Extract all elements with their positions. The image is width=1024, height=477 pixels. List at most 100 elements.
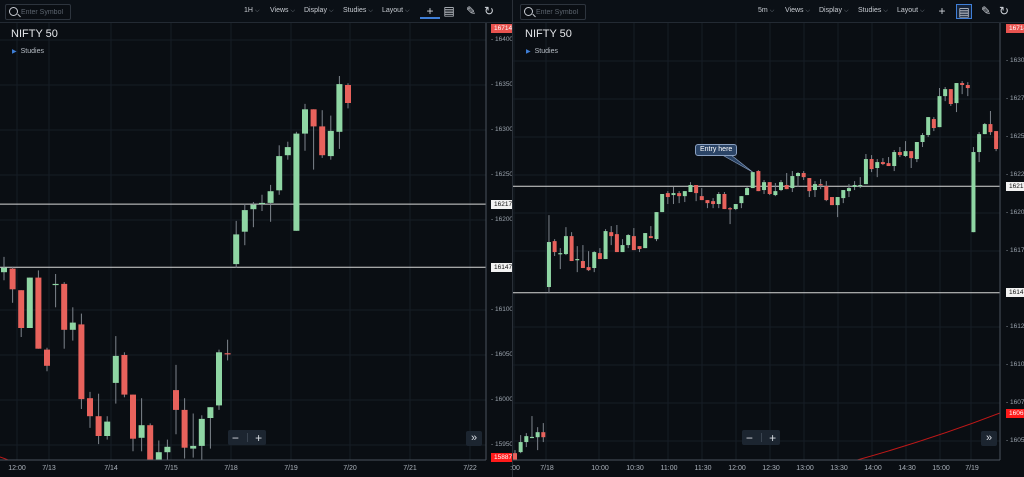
candle-up[interactable]	[327, 115, 334, 160]
candle-up[interactable]	[529, 416, 534, 439]
candle-up[interactable]	[592, 251, 597, 273]
candle-down[interactable]	[18, 290, 25, 337]
left-plot-area[interactable]	[0, 23, 486, 472]
candle-up[interactable]	[716, 192, 721, 209]
candle-down[interactable]	[886, 157, 891, 167]
candle-up[interactable]	[739, 196, 744, 209]
candle-down[interactable]	[637, 246, 642, 253]
candle-down[interactable]	[665, 191, 670, 205]
candle-up[interactable]	[52, 274, 59, 308]
scroll-to-latest-button[interactable]: »	[466, 431, 482, 446]
candle-up[interactable]	[762, 180, 767, 194]
candle-up[interactable]	[546, 215, 551, 294]
candle-up[interactable]	[892, 150, 897, 172]
candle-up[interactable]	[138, 398, 145, 452]
candle-down[interactable]	[310, 109, 317, 170]
candle-up[interactable]	[155, 440, 162, 465]
candle-up[interactable]	[954, 83, 959, 113]
right-symbol-search[interactable]	[520, 4, 586, 20]
candle-up[interactable]	[302, 103, 308, 151]
right-views-menu[interactable]: Views ⌵	[785, 7, 810, 15]
candle-up[interactable]	[863, 154, 868, 185]
candle-up[interactable]	[164, 439, 171, 461]
crosshair-icon[interactable]: +	[938, 4, 946, 18]
candle-up[interactable]	[660, 194, 665, 213]
reset-icon[interactable]: ↻	[998, 4, 1010, 18]
candle-up[interactable]	[643, 233, 648, 249]
candle-down[interactable]	[722, 192, 727, 210]
compare-icon[interactable]: ▤	[956, 4, 972, 19]
candle-up[interactable]	[875, 159, 880, 178]
candle-up[interactable]	[216, 349, 222, 410]
candle-up[interactable]	[518, 435, 523, 454]
right-display-menu[interactable]: Display ⌵	[819, 7, 849, 15]
candle-up[interactable]	[575, 246, 580, 273]
candle-down[interactable]	[95, 393, 102, 445]
candle-up[interactable]	[654, 212, 659, 242]
candle-up[interactable]	[733, 204, 738, 211]
left-studies-menu[interactable]: Studies ⌵	[343, 7, 373, 15]
candle-up[interactable]	[267, 184, 274, 222]
candle-down[interactable]	[147, 423, 154, 472]
candle-up[interactable]	[276, 145, 283, 195]
candle-up[interactable]	[977, 132, 982, 163]
candle-up[interactable]	[558, 248, 563, 270]
left-layout-menu[interactable]: Layout ⌵	[382, 7, 410, 15]
candle-up[interactable]	[620, 239, 625, 253]
candle-down[interactable]	[121, 352, 128, 398]
candle-down[interactable]	[988, 111, 993, 136]
zoom-out-button[interactable]: −	[745, 430, 753, 445]
candle-down[interactable]	[994, 131, 999, 152]
candle-down[interactable]	[677, 191, 682, 204]
candle-up[interactable]	[903, 141, 908, 158]
candle-down[interactable]	[130, 394, 136, 452]
candle-down[interactable]	[801, 171, 806, 181]
candle-down[interactable]	[829, 197, 834, 206]
candle-up[interactable]	[745, 187, 750, 196]
candle-up[interactable]	[812, 181, 817, 198]
pencil-icon[interactable]: ✎	[980, 4, 992, 18]
candle-down[interactable]	[597, 248, 602, 260]
candle-up[interactable]	[524, 433, 529, 448]
left-price-axis[interactable]: - 16400.00 - 16350.00 - 16300.00 - 16250.00…	[486, 23, 512, 477]
candle-down[interactable]	[699, 188, 704, 201]
candle-down[interactable]	[580, 245, 585, 269]
candle-up[interactable]	[259, 194, 265, 211]
candle-down[interactable]	[756, 170, 761, 192]
right-symbol-search-input[interactable]	[536, 6, 584, 18]
candle-up[interactable]	[69, 307, 76, 341]
left-display-menu[interactable]: Display ⌵	[304, 7, 334, 15]
left-interval-dropdown[interactable]: 1H ⌵	[244, 7, 260, 15]
candle-down[interactable]	[694, 185, 699, 202]
reset-icon[interactable]: ↻	[483, 4, 495, 18]
candle-down[interactable]	[35, 270, 42, 349]
candle-down[interactable]	[931, 117, 936, 132]
candle-up[interactable]	[336, 76, 343, 149]
candle-down[interactable]	[909, 151, 914, 169]
candle-up[interactable]	[190, 413, 197, 458]
right-interval-dropdown[interactable]: 5m ⌵	[758, 7, 774, 15]
left-symbol-search[interactable]	[5, 4, 71, 20]
candle-down[interactable]	[869, 155, 874, 173]
candle-down[interactable]	[541, 423, 546, 443]
candle-up[interactable]	[250, 202, 257, 228]
candle-down[interactable]	[948, 89, 953, 106]
candle-up[interactable]	[198, 415, 205, 462]
right-layout-menu[interactable]: Layout ⌵	[897, 7, 925, 15]
candle-up[interactable]	[858, 177, 863, 189]
candle-down[interactable]	[224, 339, 231, 361]
candle-up[interactable]	[982, 123, 987, 135]
studies-toggle[interactable]: ▶ Studies	[526, 48, 558, 55]
candle-down[interactable]	[818, 179, 823, 190]
candle-up[interactable]	[535, 427, 540, 451]
candle-down[interactable]	[513, 450, 517, 464]
candle-down[interactable]	[784, 173, 789, 190]
candle-up[interactable]	[926, 117, 931, 137]
entry-annotation[interactable]: Entry here	[695, 144, 738, 156]
candle-down[interactable]	[705, 200, 710, 209]
candle-down[interactable]	[965, 82, 970, 97]
candle-up[interactable]	[750, 172, 755, 189]
candle-down[interactable]	[44, 347, 50, 372]
candle-down[interactable]	[9, 266, 16, 303]
candle-up[interactable]	[671, 187, 676, 205]
